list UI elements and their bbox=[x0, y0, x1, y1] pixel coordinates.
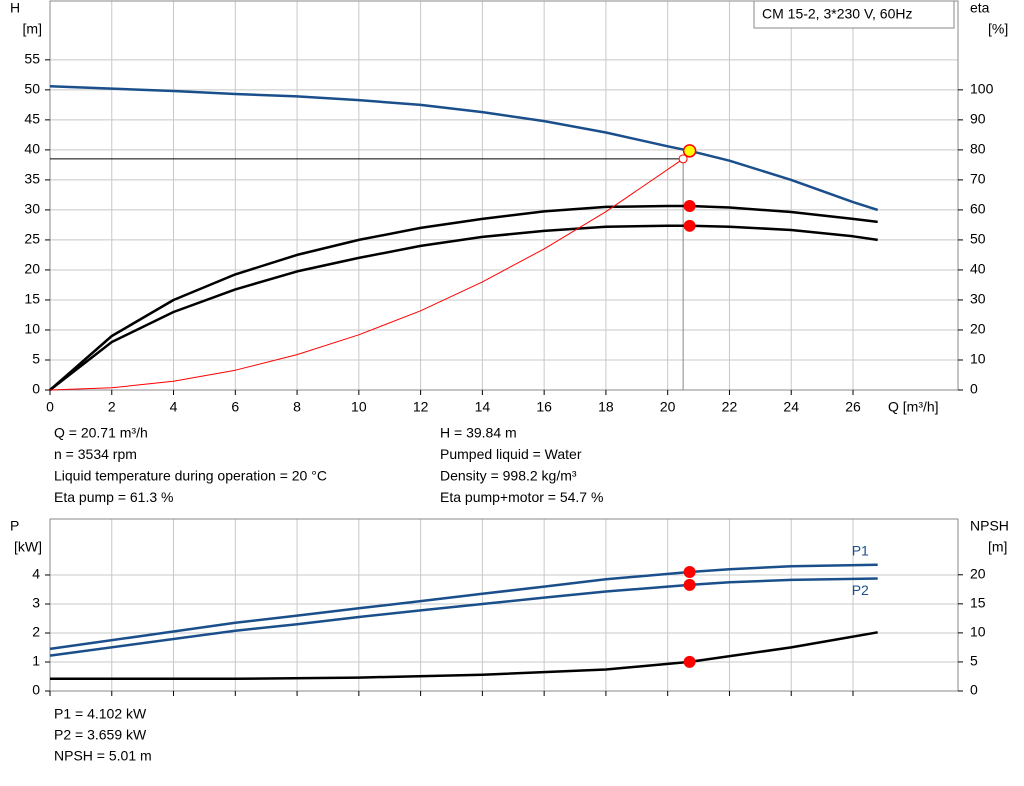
curve bbox=[49, 577, 878, 657]
y-axis-label: P bbox=[10, 518, 19, 534]
x-axis-label: Q [m³/h] bbox=[888, 399, 939, 415]
x-tick-label: 16 bbox=[536, 399, 552, 415]
legend-title: CM 15-2, 3*230 V, 60Hz bbox=[762, 6, 912, 22]
y2-tick-label: 100 bbox=[970, 81, 994, 97]
y-axis-label: H bbox=[10, 0, 20, 16]
readout-right: H = 39.84 m bbox=[440, 425, 517, 441]
operating-point bbox=[683, 655, 696, 668]
operating-point bbox=[683, 578, 696, 591]
readout-left: Q = 20.71 m³/h bbox=[54, 425, 148, 441]
operating-point bbox=[683, 200, 696, 213]
readout-left: Liquid temperature during operation = 20… bbox=[54, 468, 327, 484]
plot-frame bbox=[49, 518, 959, 692]
y2-axis-label: NPSH bbox=[970, 518, 1009, 534]
y2-tick-label: 10 bbox=[970, 351, 986, 367]
operating-point bbox=[683, 219, 696, 232]
x-tick-label: 2 bbox=[108, 399, 116, 415]
y2-tick-label: 90 bbox=[970, 111, 986, 127]
curve bbox=[49, 158, 684, 391]
y-tick-label: 0 bbox=[32, 381, 40, 397]
x-tick-label: 18 bbox=[598, 399, 614, 415]
y2-axis-unit: [%] bbox=[988, 21, 1008, 37]
y-tick-label: 3 bbox=[32, 595, 40, 611]
x-tick-label: 24 bbox=[783, 399, 799, 415]
readout-left: n = 3534 rpm bbox=[54, 446, 137, 462]
x-tick-label: 4 bbox=[170, 399, 178, 415]
series-label: P1 bbox=[852, 543, 869, 559]
y-tick-label: 25 bbox=[24, 231, 40, 247]
y-axis-unit: [m] bbox=[23, 21, 42, 37]
readout-right: Eta pump+motor = 54.7 % bbox=[440, 489, 603, 505]
y2-tick-label: 15 bbox=[970, 595, 986, 611]
y2-tick-label: 5 bbox=[970, 653, 978, 669]
readout-power: P1 = 4.102 kW bbox=[54, 706, 147, 722]
y-tick-label: 2 bbox=[32, 624, 40, 640]
y-tick-label: 10 bbox=[24, 321, 40, 337]
curve bbox=[49, 563, 878, 651]
y-tick-label: 35 bbox=[24, 171, 40, 187]
operating-point bbox=[683, 566, 696, 579]
plot-frame bbox=[49, 0, 959, 391]
y-tick-label: 1 bbox=[32, 653, 40, 669]
legend-box bbox=[753, 0, 955, 29]
y2-tick-label: 20 bbox=[970, 321, 986, 337]
y-tick-label: 40 bbox=[24, 141, 40, 157]
curve bbox=[49, 84, 879, 212]
x-tick-label: 20 bbox=[660, 399, 676, 415]
y-tick-label: 5 bbox=[32, 351, 40, 367]
readout-power: NPSH = 5.01 m bbox=[54, 748, 152, 764]
y2-tick-label: 70 bbox=[970, 171, 986, 187]
x-tick-label: 6 bbox=[231, 399, 239, 415]
y2-tick-label: 60 bbox=[970, 201, 986, 217]
curve bbox=[49, 204, 878, 391]
y2-tick-label: 80 bbox=[970, 141, 986, 157]
readout-power: P2 = 3.659 kW bbox=[54, 727, 147, 743]
y-tick-label: 45 bbox=[24, 111, 40, 127]
x-tick-label: 8 bbox=[293, 399, 301, 415]
curve bbox=[49, 224, 878, 391]
y2-tick-label: 20 bbox=[970, 565, 986, 581]
y2-tick-label: 30 bbox=[970, 291, 986, 307]
y-tick-label: 15 bbox=[24, 291, 40, 307]
operating-point bbox=[682, 144, 697, 158]
x-tick-label: 26 bbox=[845, 399, 861, 415]
x-tick-label: 12 bbox=[413, 399, 429, 415]
y-tick-label: 50 bbox=[24, 81, 40, 97]
readout-right: Pumped liquid = Water bbox=[440, 446, 582, 462]
x-tick-label: 22 bbox=[722, 399, 738, 415]
y2-tick-label: 50 bbox=[970, 231, 986, 247]
curve bbox=[50, 631, 878, 681]
y-tick-label: 4 bbox=[32, 566, 40, 582]
y2-axis-unit: [m] bbox=[988, 539, 1007, 555]
series-label: P2 bbox=[852, 582, 869, 598]
operating-point bbox=[678, 154, 688, 164]
x-tick-label: 14 bbox=[475, 399, 491, 415]
y2-tick-label: 0 bbox=[970, 381, 978, 397]
readout-left: Eta pump = 61.3 % bbox=[54, 489, 173, 505]
y2-axis-label: eta bbox=[970, 0, 990, 16]
y2-tick-label: 0 bbox=[970, 682, 978, 698]
x-tick-label: 0 bbox=[46, 399, 54, 415]
y-tick-label: 55 bbox=[24, 51, 40, 67]
y-tick-label: 30 bbox=[24, 201, 40, 217]
readout-right: Density = 998.2 kg/m³ bbox=[440, 468, 577, 484]
y2-tick-label: 40 bbox=[970, 261, 986, 277]
y-axis-unit: [kW] bbox=[14, 539, 42, 555]
y-tick-label: 20 bbox=[24, 261, 40, 277]
y2-tick-label: 10 bbox=[970, 624, 986, 640]
y-tick-label: 0 bbox=[32, 682, 40, 698]
x-tick-label: 10 bbox=[351, 399, 367, 415]
